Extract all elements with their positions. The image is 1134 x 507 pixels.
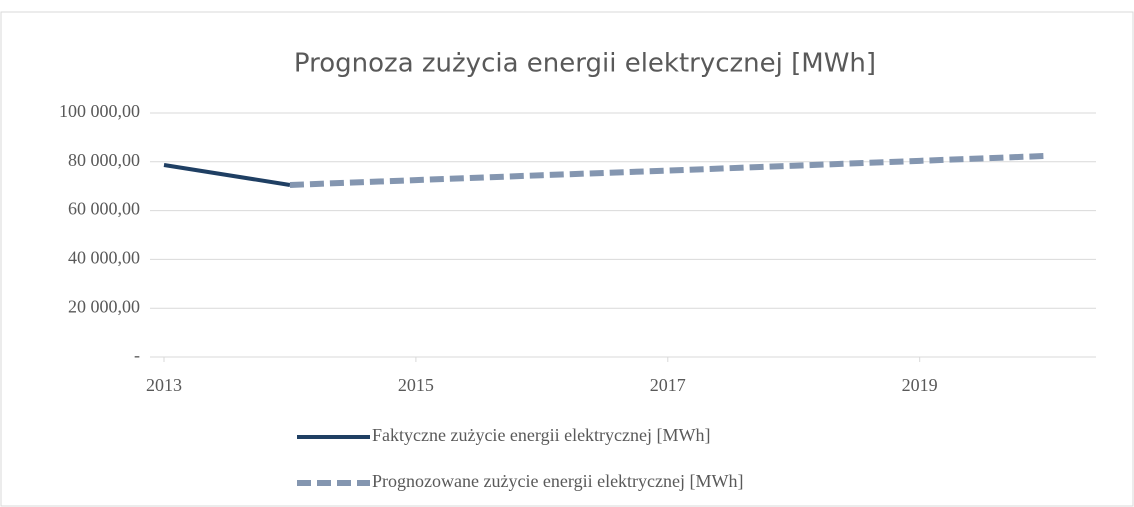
x-tick-label: 2017 [650,375,686,395]
y-tick-label: - [134,345,140,365]
y-tick-label: 40 000,00 [68,248,140,268]
x-tick-label: 2019 [902,375,938,395]
chart-title: Prognoza zużycia energii elektrycznej [M… [294,49,876,79]
y-tick-label: 100 000,00 [59,101,140,121]
y-tick-label: 60 000,00 [68,199,140,219]
y-tick-label: 20 000,00 [68,296,140,316]
legend-label: Faktyczne zużycie energii elektrycznej [… [372,425,711,445]
x-tick-label: 2015 [398,375,434,395]
y-tick-label: 80 000,00 [68,150,140,170]
x-tick-label: 2013 [146,375,182,395]
series-line [163,162,291,187]
legend-label: Prognozowane zużycie energii elektryczne… [372,471,744,491]
series-line [289,152,1046,188]
